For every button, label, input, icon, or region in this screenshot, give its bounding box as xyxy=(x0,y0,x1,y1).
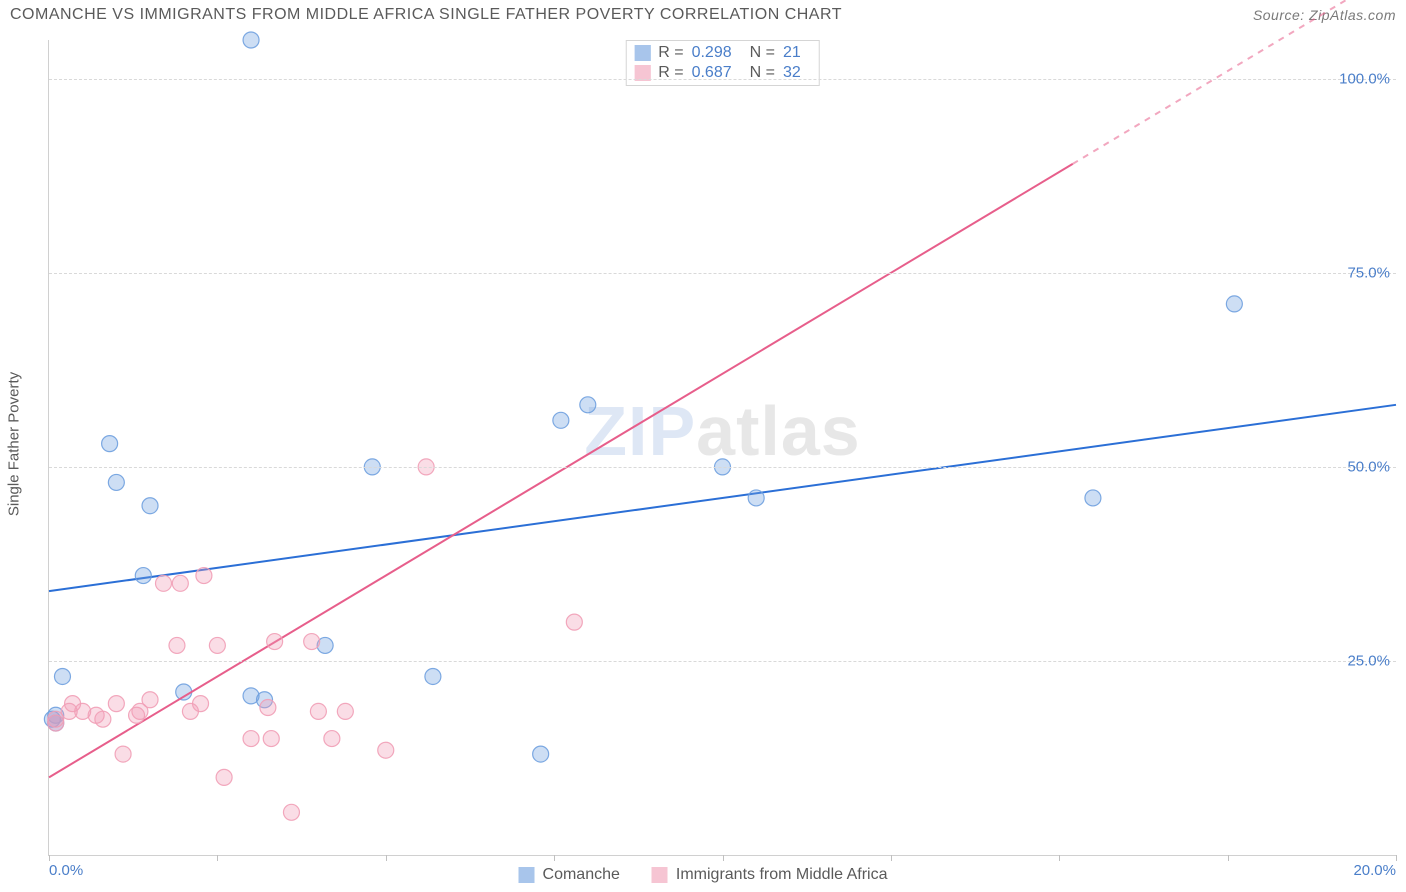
y-tick-label: 75.0% xyxy=(1347,264,1390,281)
series-name: Immigrants from Middle Africa xyxy=(676,866,888,884)
x-tick xyxy=(217,855,218,861)
x-tick xyxy=(1396,855,1397,861)
plot-area: ZIPatlas R =0.298N =21R =0.687N =32 25.0… xyxy=(48,40,1396,856)
legend-swatch xyxy=(634,45,650,61)
series-legend: Comanche Immigrants from Middle Africa xyxy=(519,866,888,884)
legend-swatch xyxy=(519,867,535,883)
x-tick xyxy=(1059,855,1060,861)
chart-title: COMANCHE VS IMMIGRANTS FROM MIDDLE AFRIC… xyxy=(10,6,842,24)
chart-container: COMANCHE VS IMMIGRANTS FROM MIDDLE AFRIC… xyxy=(0,0,1406,892)
x-tick xyxy=(49,855,50,861)
y-tick-label: 25.0% xyxy=(1347,652,1390,669)
plot-svg xyxy=(49,40,1396,855)
gridline xyxy=(49,79,1396,80)
legend-swatch xyxy=(652,867,668,883)
series-legend-item: Immigrants from Middle Africa xyxy=(652,866,888,884)
series-legend-item: Comanche xyxy=(519,866,620,884)
title-bar: COMANCHE VS IMMIGRANTS FROM MIDDLE AFRIC… xyxy=(10,6,1396,24)
x-tick xyxy=(386,855,387,861)
n-label: N = xyxy=(750,44,775,62)
x-tick xyxy=(891,855,892,861)
series-name: Comanche xyxy=(543,866,620,884)
legend-row: R =0.687N =32 xyxy=(634,63,811,83)
r-label: R = xyxy=(658,44,683,62)
r-value: 0.298 xyxy=(692,44,732,62)
y-tick-label: 50.0% xyxy=(1347,458,1390,475)
x-tick xyxy=(723,855,724,861)
y-tick-label: 100.0% xyxy=(1339,70,1390,87)
gridline xyxy=(49,273,1396,274)
x-tick-label: 0.0% xyxy=(49,862,83,879)
x-tick xyxy=(1228,855,1229,861)
n-value: 21 xyxy=(783,44,801,62)
gridline xyxy=(49,467,1396,468)
y-axis-label: Single Father Poverty xyxy=(6,372,23,516)
x-tick xyxy=(554,855,555,861)
legend-row: R = 0.298 N = 21 xyxy=(634,43,811,63)
source-label: Source: ZipAtlas.com xyxy=(1253,7,1396,23)
x-tick-label: 20.0% xyxy=(1353,862,1396,879)
gridline xyxy=(49,661,1396,662)
plot-area-wrap: Single Father Poverty ZIPatlas R =0.298N… xyxy=(48,32,1396,856)
